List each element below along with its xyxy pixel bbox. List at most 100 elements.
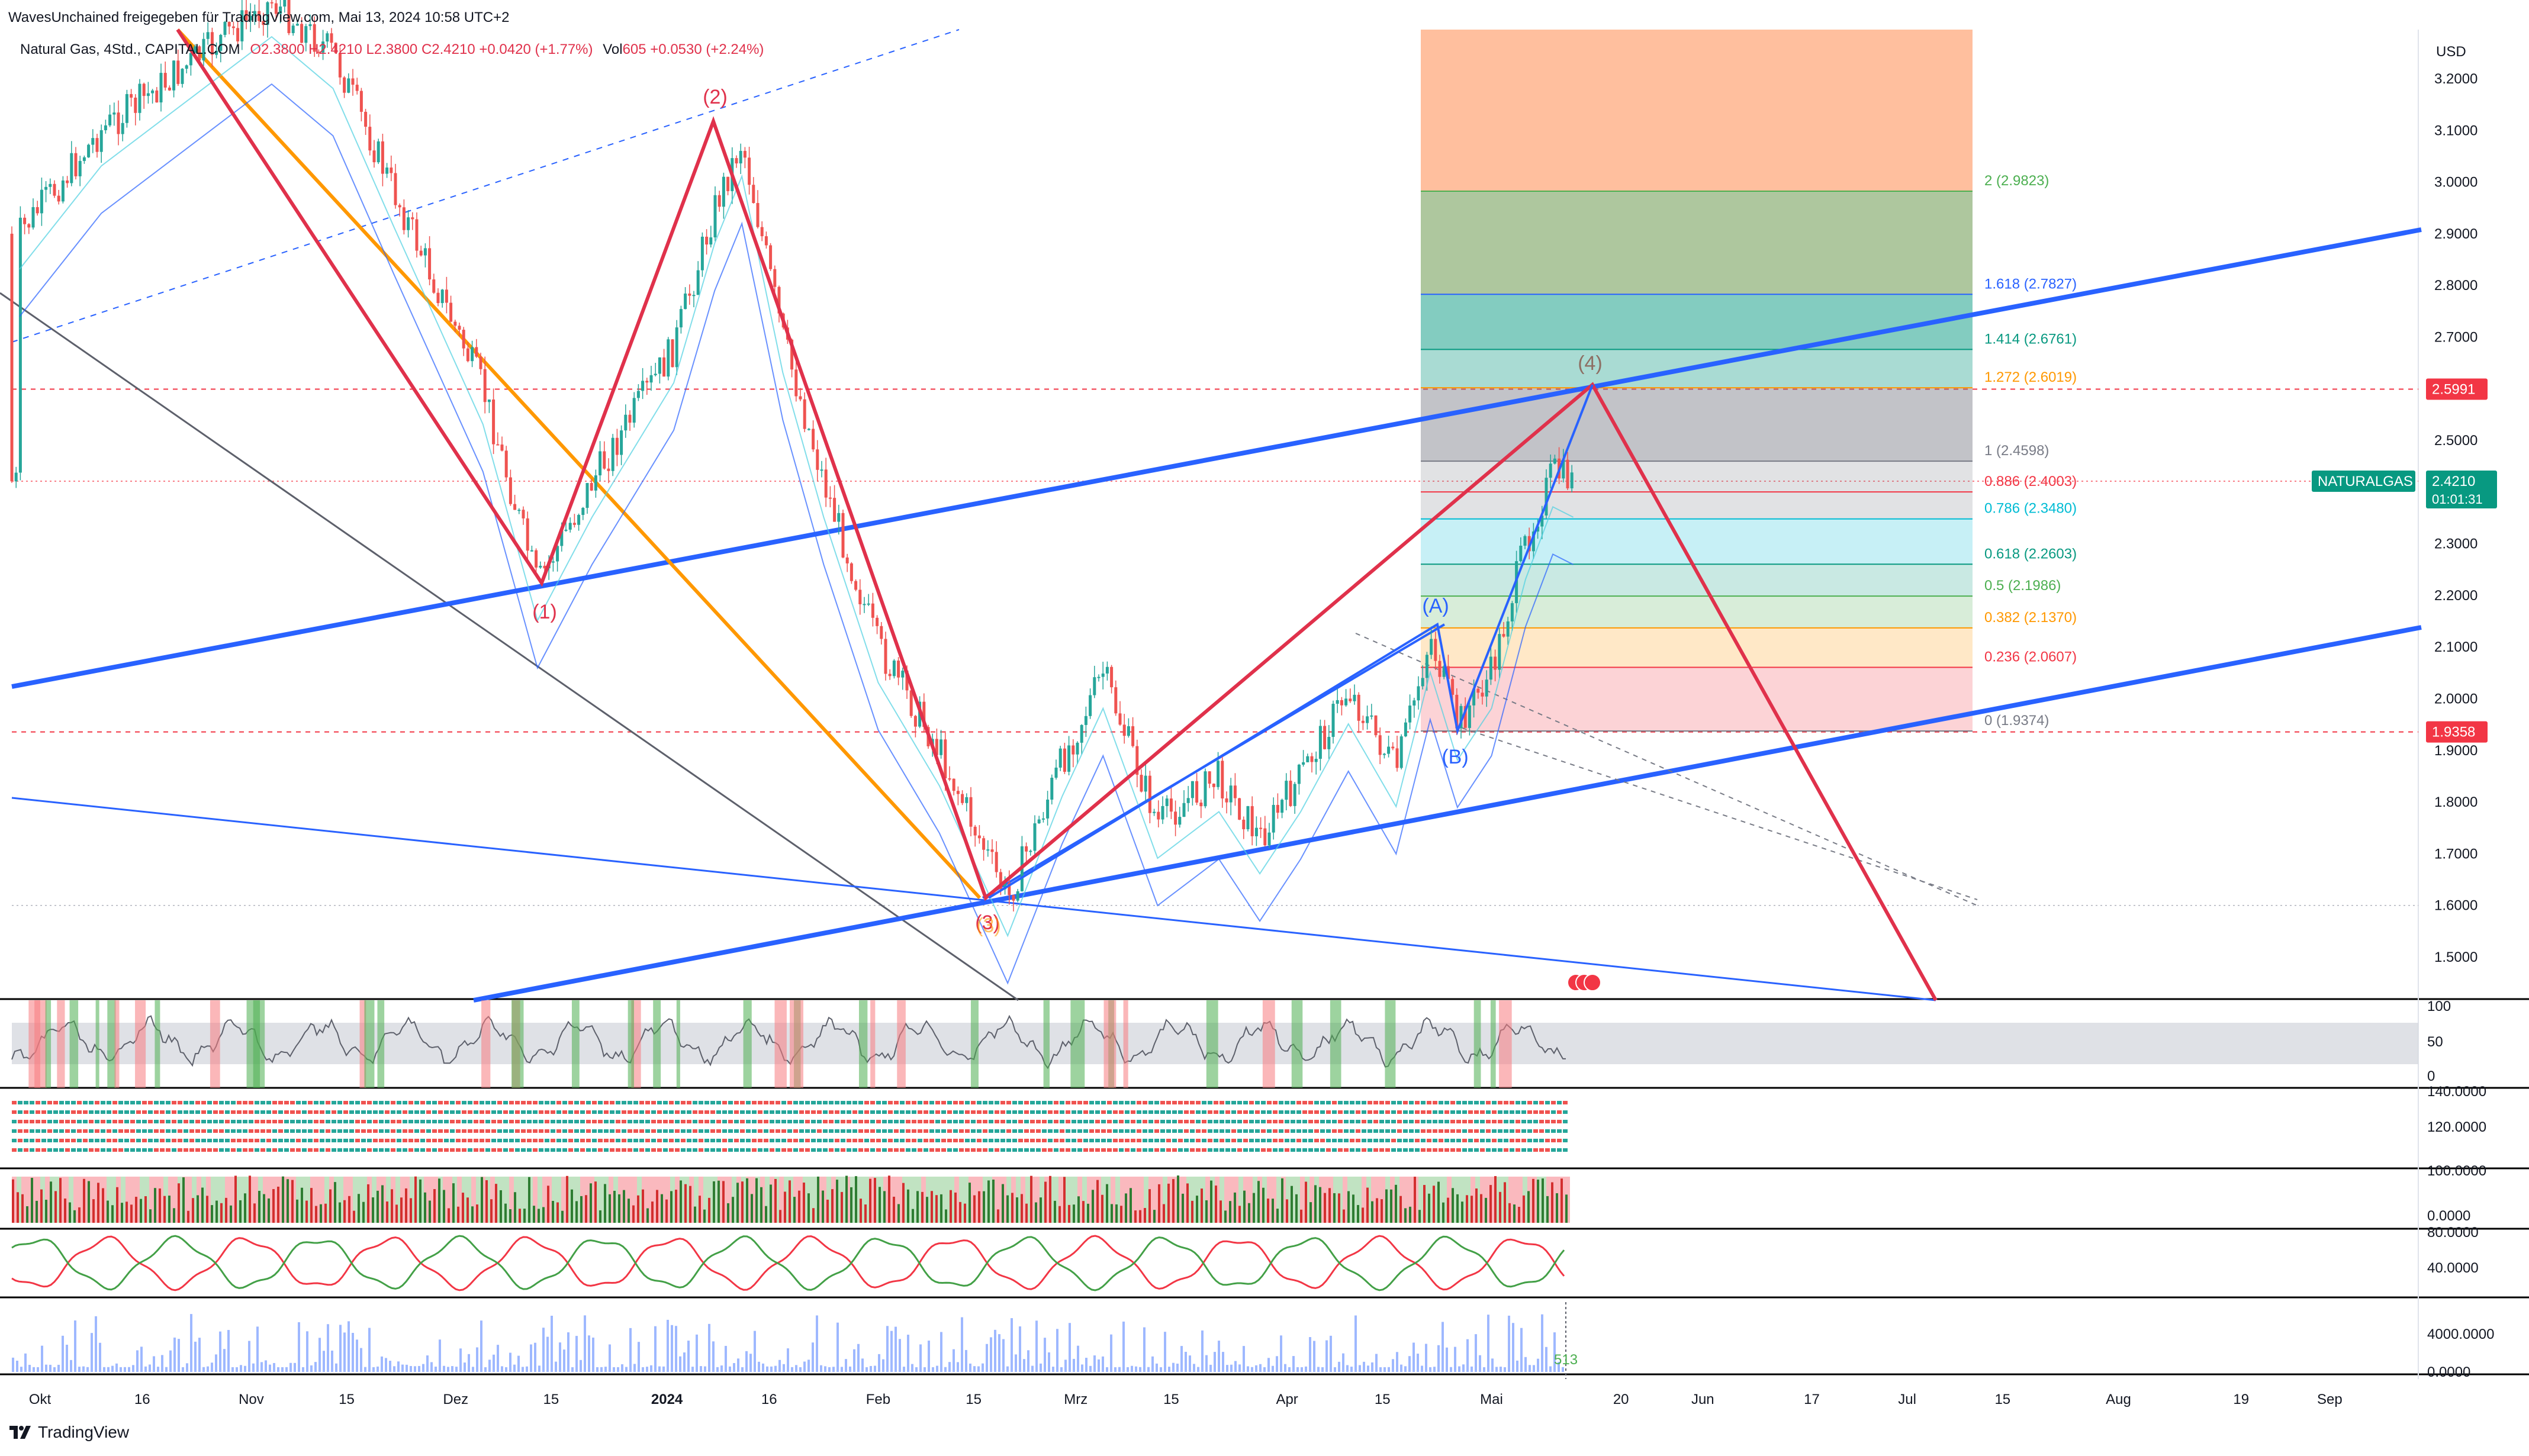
signal-dot xyxy=(995,1139,999,1142)
histogram-band xyxy=(1220,1177,1224,1223)
histogram-bar xyxy=(727,1203,729,1223)
signal-dot xyxy=(1125,1101,1130,1104)
candle xyxy=(1212,783,1215,799)
volume-bar xyxy=(435,1367,437,1372)
histogram-bar xyxy=(107,1200,109,1223)
candle xyxy=(611,434,614,476)
signal-dot xyxy=(83,1148,88,1152)
signal-dot xyxy=(1148,1139,1153,1142)
volume-bar xyxy=(990,1337,992,1372)
candle-body xyxy=(1382,753,1386,755)
signal-dot xyxy=(1243,1129,1248,1133)
signal-dot xyxy=(284,1120,289,1123)
signal-dot xyxy=(586,1110,591,1114)
signal-dot xyxy=(870,1101,875,1104)
tradingview-logo[interactable]: TradingView xyxy=(8,1419,129,1445)
candle-body xyxy=(1272,804,1275,833)
signal-bar xyxy=(789,1000,803,1088)
signal-dot xyxy=(41,1120,46,1123)
candle-body xyxy=(705,236,709,245)
signal-dot xyxy=(290,1148,295,1152)
histogram-band xyxy=(1461,1177,1466,1223)
candle-body xyxy=(1310,756,1314,762)
signal-dot xyxy=(918,1139,922,1142)
signal-dot xyxy=(533,1110,538,1114)
signal-dot xyxy=(947,1129,952,1133)
histogram-bar xyxy=(831,1189,834,1223)
signal-dot xyxy=(1368,1148,1372,1152)
signal-dot xyxy=(420,1120,425,1123)
candle-body xyxy=(1502,634,1505,637)
signal-dot xyxy=(551,1148,555,1152)
signal-dot xyxy=(107,1120,111,1123)
event-flag-icon[interactable] xyxy=(1584,974,1601,991)
signal-dot xyxy=(556,1120,561,1123)
channel-upper-line xyxy=(11,227,2422,689)
signal-dot xyxy=(308,1120,313,1123)
signal-dot xyxy=(799,1120,804,1123)
volume-bar xyxy=(497,1345,499,1372)
volume-bar xyxy=(1421,1365,1423,1372)
signal-dot xyxy=(379,1139,384,1142)
histogram-bar xyxy=(495,1184,497,1223)
signal-dot xyxy=(628,1139,632,1142)
signal-dot xyxy=(1154,1139,1159,1142)
signal-dot xyxy=(1385,1110,1390,1114)
signal-dot xyxy=(1095,1120,1100,1123)
wave-label: (A) xyxy=(1422,595,1449,617)
candle-body xyxy=(1293,784,1296,806)
histogram-bar xyxy=(211,1205,213,1223)
candle xyxy=(231,21,235,36)
volume-bar xyxy=(857,1344,860,1372)
symbol-tag[interactable] xyxy=(2312,471,2415,492)
candle xyxy=(130,89,133,107)
x-tick-label: 15 xyxy=(1994,1391,2010,1407)
signal-dot xyxy=(935,1148,940,1152)
signal-dot xyxy=(1089,1110,1094,1114)
candle xyxy=(372,140,376,168)
volume-bar xyxy=(240,1365,242,1372)
signal-dot xyxy=(189,1148,194,1152)
volume-bar xyxy=(530,1344,532,1372)
signal-dot xyxy=(1184,1120,1189,1123)
histogram-bar xyxy=(419,1179,422,1223)
signal-dot xyxy=(1527,1101,1532,1104)
candle xyxy=(1080,724,1083,755)
signal-dot xyxy=(249,1120,253,1123)
signal-bar xyxy=(653,1000,661,1088)
signal-dot xyxy=(337,1139,342,1142)
x-tick-label: Okt xyxy=(29,1391,52,1407)
signal-dot xyxy=(1439,1101,1443,1104)
signal-dot xyxy=(432,1139,437,1142)
signal-dot xyxy=(1403,1120,1408,1123)
volume-bar xyxy=(360,1348,362,1372)
signal-dot xyxy=(95,1129,99,1133)
signal-dot xyxy=(628,1101,632,1104)
histogram-bar xyxy=(694,1206,696,1223)
candle-body xyxy=(279,7,282,14)
signal-dot xyxy=(1036,1129,1041,1133)
signal-dot xyxy=(71,1148,76,1152)
volume-bar xyxy=(1549,1366,1552,1372)
signal-dot xyxy=(580,1139,585,1142)
y-tick-label: 1.9000 xyxy=(2434,743,2477,759)
signal-dot xyxy=(1403,1129,1408,1133)
signal-dot xyxy=(1285,1129,1289,1133)
volume-bar xyxy=(791,1367,793,1372)
candle xyxy=(722,172,725,219)
signal-dot xyxy=(924,1139,928,1142)
signal-dot xyxy=(83,1110,88,1114)
candle xyxy=(1072,739,1075,768)
candle xyxy=(1378,727,1382,765)
signal-dot xyxy=(1261,1101,1266,1104)
signal-dot xyxy=(580,1120,585,1123)
signal-dot xyxy=(675,1139,680,1142)
signal-dot xyxy=(1172,1120,1177,1123)
signal-dot xyxy=(574,1148,579,1152)
candle xyxy=(1549,454,1552,489)
signal-dot xyxy=(989,1129,993,1133)
candle xyxy=(1353,684,1356,705)
histogram-band xyxy=(187,1177,192,1223)
histogram-bar xyxy=(585,1195,587,1223)
